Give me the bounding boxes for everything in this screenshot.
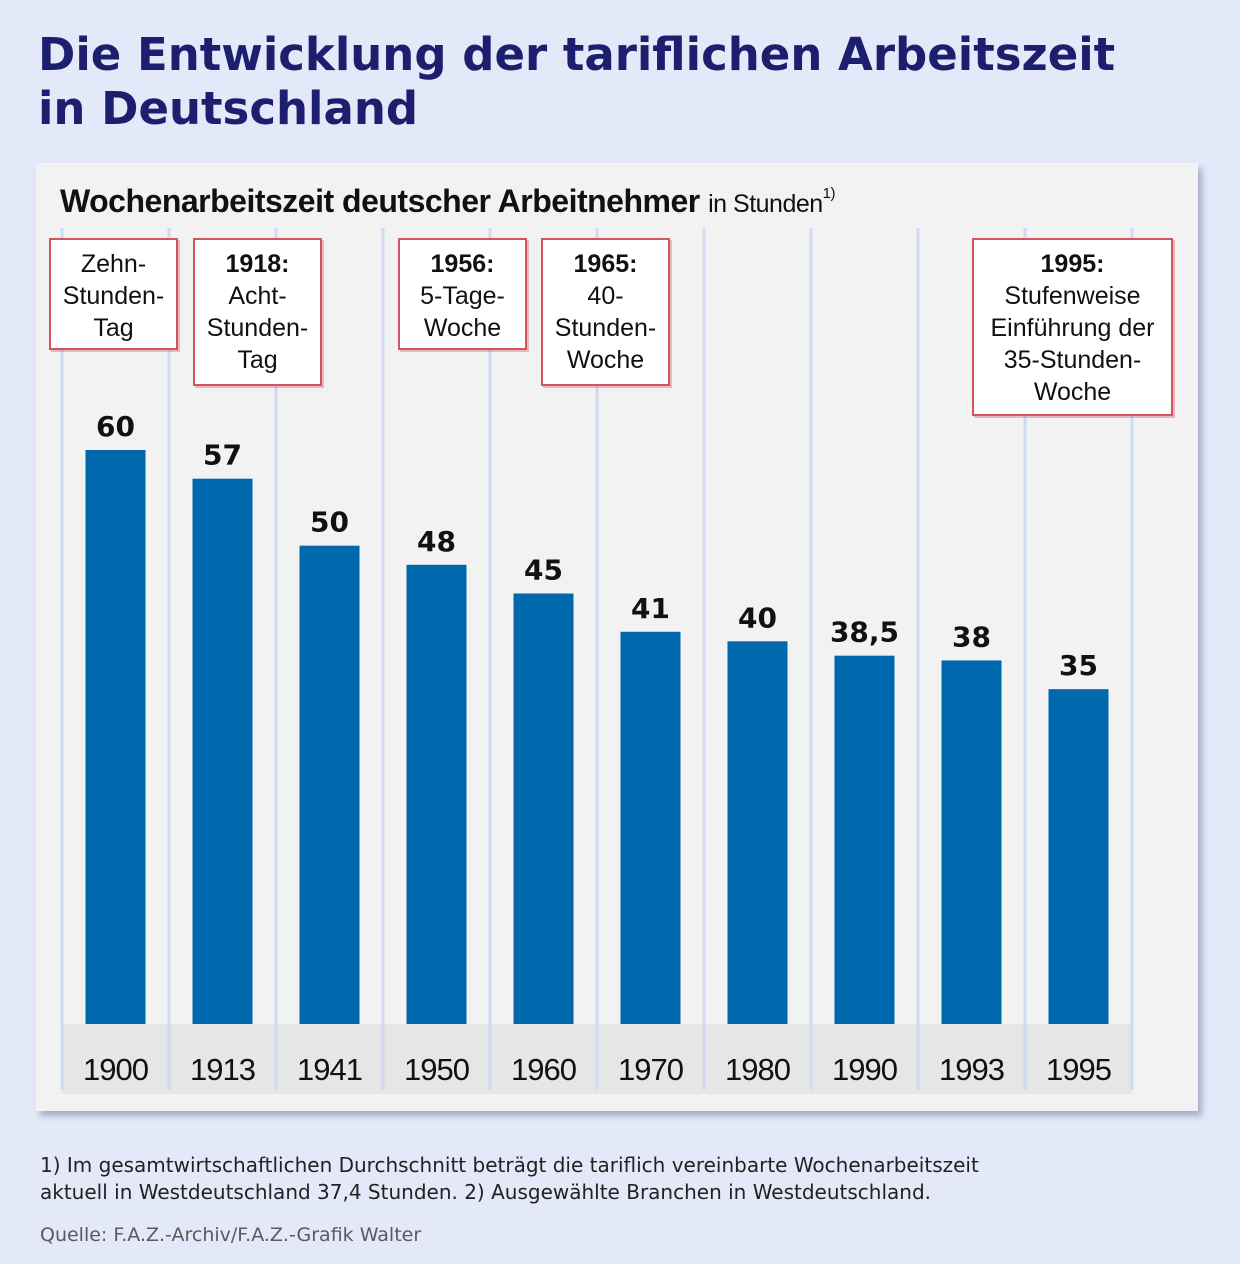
bar-value-label: 40 [738, 601, 777, 634]
bar-value-label: 60 [96, 410, 135, 443]
annotation-callout: Zehn- Stunden- Tag [49, 238, 178, 350]
page-title: Die Entwicklung der tariflichen Arbeitsz… [38, 28, 1198, 136]
footnote: 1) Im gesamtwirtschaftlichen Durchschnit… [40, 1152, 1210, 1206]
x-tick-label: 1900 [83, 1052, 149, 1087]
source-credit: Quelle: F.A.Z.-Archiv/F.A.Z.-Grafik Walt… [40, 1224, 422, 1246]
bar-value-label: 50 [310, 506, 349, 539]
x-tick-label: 1995 [1046, 1052, 1111, 1087]
annotation-callout: 1965: 40- Stunden- Woche [541, 238, 670, 386]
bar [192, 478, 253, 1024]
bar [834, 655, 895, 1024]
annotation-text: Stunden- [554, 314, 657, 342]
page-title-line-1: Die Entwicklung der tariflichen Arbeitsz… [38, 28, 1116, 81]
bar [1048, 689, 1109, 1024]
annotation-year: 1956: [430, 250, 495, 278]
annotation-text: Woche [1033, 378, 1112, 406]
bar [85, 450, 146, 1024]
bar-value-label: 45 [524, 554, 563, 587]
bar-value-label: 48 [417, 525, 456, 558]
bar-value-label: 41 [631, 592, 670, 625]
annotation-text: Einführung der [990, 314, 1155, 342]
bar-value-label: 57 [203, 439, 242, 472]
x-tick-label: 1941 [297, 1052, 362, 1087]
x-tick-label: 1993 [939, 1052, 1004, 1087]
bar [513, 593, 574, 1024]
annotation-callout: 1995: Stufenweise Einführung der 35-Stunden… [972, 238, 1173, 416]
footnote-line-2: aktuell in Westdeutschland 37,4 Stunden.… [40, 1180, 932, 1204]
annotation-text: Acht- [228, 282, 287, 310]
annotation-callout: 1918: Acht- Stunden- Tag [193, 238, 322, 386]
chart-unit-label: in Stunden [708, 190, 823, 218]
chart-unit-footnote-marker: 1) [822, 185, 836, 202]
x-tick-label: 1990 [832, 1052, 898, 1087]
x-tick-label: 1913 [190, 1052, 255, 1087]
annotation-year: 1995: [1040, 250, 1105, 278]
annotation-text: 40- [587, 282, 624, 310]
annotation-year: 1918: [225, 250, 290, 278]
chart-title: Wochenarbeitszeit deutscher Arbeitnehmer [60, 183, 700, 219]
bar-value-label: 38 [952, 620, 991, 653]
chart-heading: Wochenarbeitszeit deutscher Arbeitnehmer… [60, 174, 836, 224]
annotation-text: 35-Stunden- [1003, 346, 1142, 374]
annotation-text: Woche [423, 314, 502, 342]
bar [727, 641, 788, 1024]
x-tick-label: 1950 [404, 1052, 470, 1087]
annotation-text: 5-Tage- [420, 282, 505, 310]
bar-value-label: 38,5 [830, 616, 899, 649]
annotation-text: Woche [566, 346, 645, 374]
annotation-text: Stufenweise [1004, 282, 1141, 310]
bar [406, 564, 467, 1024]
x-tick-label: 1970 [618, 1052, 684, 1087]
annotation-text: Stunden- [62, 282, 165, 310]
x-tick-label: 1980 [725, 1052, 791, 1087]
annotation-text: Tag [237, 346, 278, 374]
annotation-year: 1965: [573, 250, 638, 278]
bar [620, 631, 681, 1024]
footnote-line-1: 1) Im gesamtwirtschaftlichen Durchschnit… [40, 1153, 979, 1177]
annotation-text: Stunden- [206, 314, 309, 342]
x-tick-label: 1960 [511, 1052, 577, 1087]
page-title-line-2: in Deutschland [38, 82, 419, 135]
bar [941, 660, 1002, 1024]
bar [299, 545, 360, 1024]
bar-value-label: 35 [1059, 649, 1098, 682]
annotation-text: Zehn- [80, 250, 147, 278]
annotation-callout: 1956: 5-Tage- Woche [398, 238, 527, 350]
annotation-text: Tag [93, 314, 134, 342]
